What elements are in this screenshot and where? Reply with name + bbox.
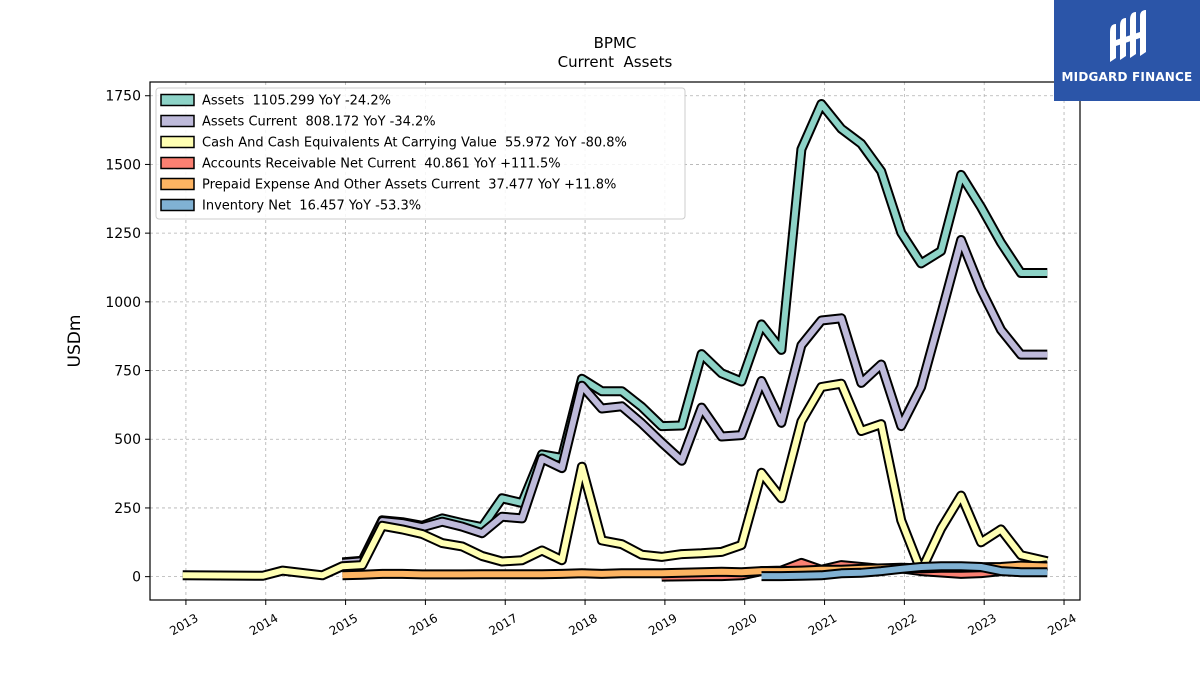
x-tick-label: 2013 <box>167 611 200 638</box>
legend-item: Accounts Receivable Net Current 40.861 Y… <box>160 156 561 172</box>
y-tick-label: 1000 <box>105 295 141 311</box>
y-tick-label: 0 <box>132 570 141 586</box>
x-tick-label: 2024 <box>1045 611 1078 638</box>
legend: Assets 1105.299 YoY -24.2% Assets Current… <box>155 87 686 220</box>
series-line <box>341 235 1048 568</box>
y-tick-label: 250 <box>114 501 141 517</box>
x-tick-label: 2015 <box>327 611 360 638</box>
legend-label: Accounts Receivable Net Current 40.861 Y… <box>202 157 561 172</box>
plot-frame <box>149 81 1081 601</box>
legend-swatch <box>160 135 195 149</box>
legend-item: Assets Current 808.172 YoY -34.2% <box>160 114 436 130</box>
x-tick-label: 2021 <box>806 611 839 638</box>
y-tick-label: 1500 <box>105 157 141 173</box>
x-tick-label: 2023 <box>965 611 998 638</box>
y-tick-label: 1250 <box>105 226 141 242</box>
chart-title: BPMC <box>594 34 637 52</box>
x-tick-label: 2014 <box>247 611 280 638</box>
legend-item: Inventory Net 16.457 YoY -53.3% <box>160 198 421 214</box>
series-line <box>761 561 1048 582</box>
legend-label: Assets Current 808.172 YoY -34.2% <box>202 115 436 130</box>
brand-name: MIDGARD FINANCE <box>1061 70 1193 84</box>
series-line-outline <box>182 378 1049 581</box>
legend-label: Assets 1105.299 YoY -24.2% <box>202 94 391 109</box>
y-tick-label: 750 <box>114 364 141 380</box>
x-tick-label: 2020 <box>726 611 759 638</box>
legend-label: Prepaid Expense And Other Assets Current… <box>202 178 616 193</box>
x-tick-label: 2016 <box>407 611 440 638</box>
legend-swatch <box>160 156 195 170</box>
y-tick-label: 1750 <box>105 89 141 105</box>
legend-item: Cash And Cash Equivalents At Carrying Va… <box>160 135 627 151</box>
legend-swatch <box>160 114 195 128</box>
brand-logo: MIDGARD FINANCE <box>1054 0 1200 101</box>
y-tick-label: 500 <box>114 432 141 448</box>
x-axis: 2013 2014 2015 2016 2017 2018 2019 2020 2021 2022… <box>167 600 1079 638</box>
legend-item: Assets 1105.299 YoY -24.2% <box>160 93 391 109</box>
chart-subtitle: Current Assets <box>558 53 673 71</box>
y-axis-label: USDm <box>65 315 85 368</box>
legend-item: Prepaid Expense And Other Assets Current… <box>160 177 616 193</box>
series-line-fill <box>761 563 1048 580</box>
x-tick-label: 2019 <box>646 611 679 638</box>
x-tick-label: 2022 <box>886 611 919 638</box>
series-line-fill <box>342 237 1048 566</box>
series-line <box>182 378 1049 581</box>
legend-swatch <box>160 198 195 212</box>
legend-swatch <box>160 177 195 191</box>
y-axis: 0 250 500 750 1000 1250 1500 1750 <box>105 89 150 586</box>
legend-swatch <box>160 93 195 107</box>
series-line-outline <box>341 235 1048 568</box>
legend-label: Cash And Cash Equivalents At Carrying Va… <box>202 136 627 151</box>
series-line-fill <box>182 380 1048 579</box>
midgard-logo-icon <box>1110 10 1146 62</box>
legend-label: Inventory Net 16.457 YoY -53.3% <box>202 199 421 214</box>
x-tick-label: 2017 <box>487 611 520 638</box>
legend-box <box>155 87 686 220</box>
x-tick-label: 2018 <box>566 611 599 638</box>
series-layer <box>182 99 1049 582</box>
